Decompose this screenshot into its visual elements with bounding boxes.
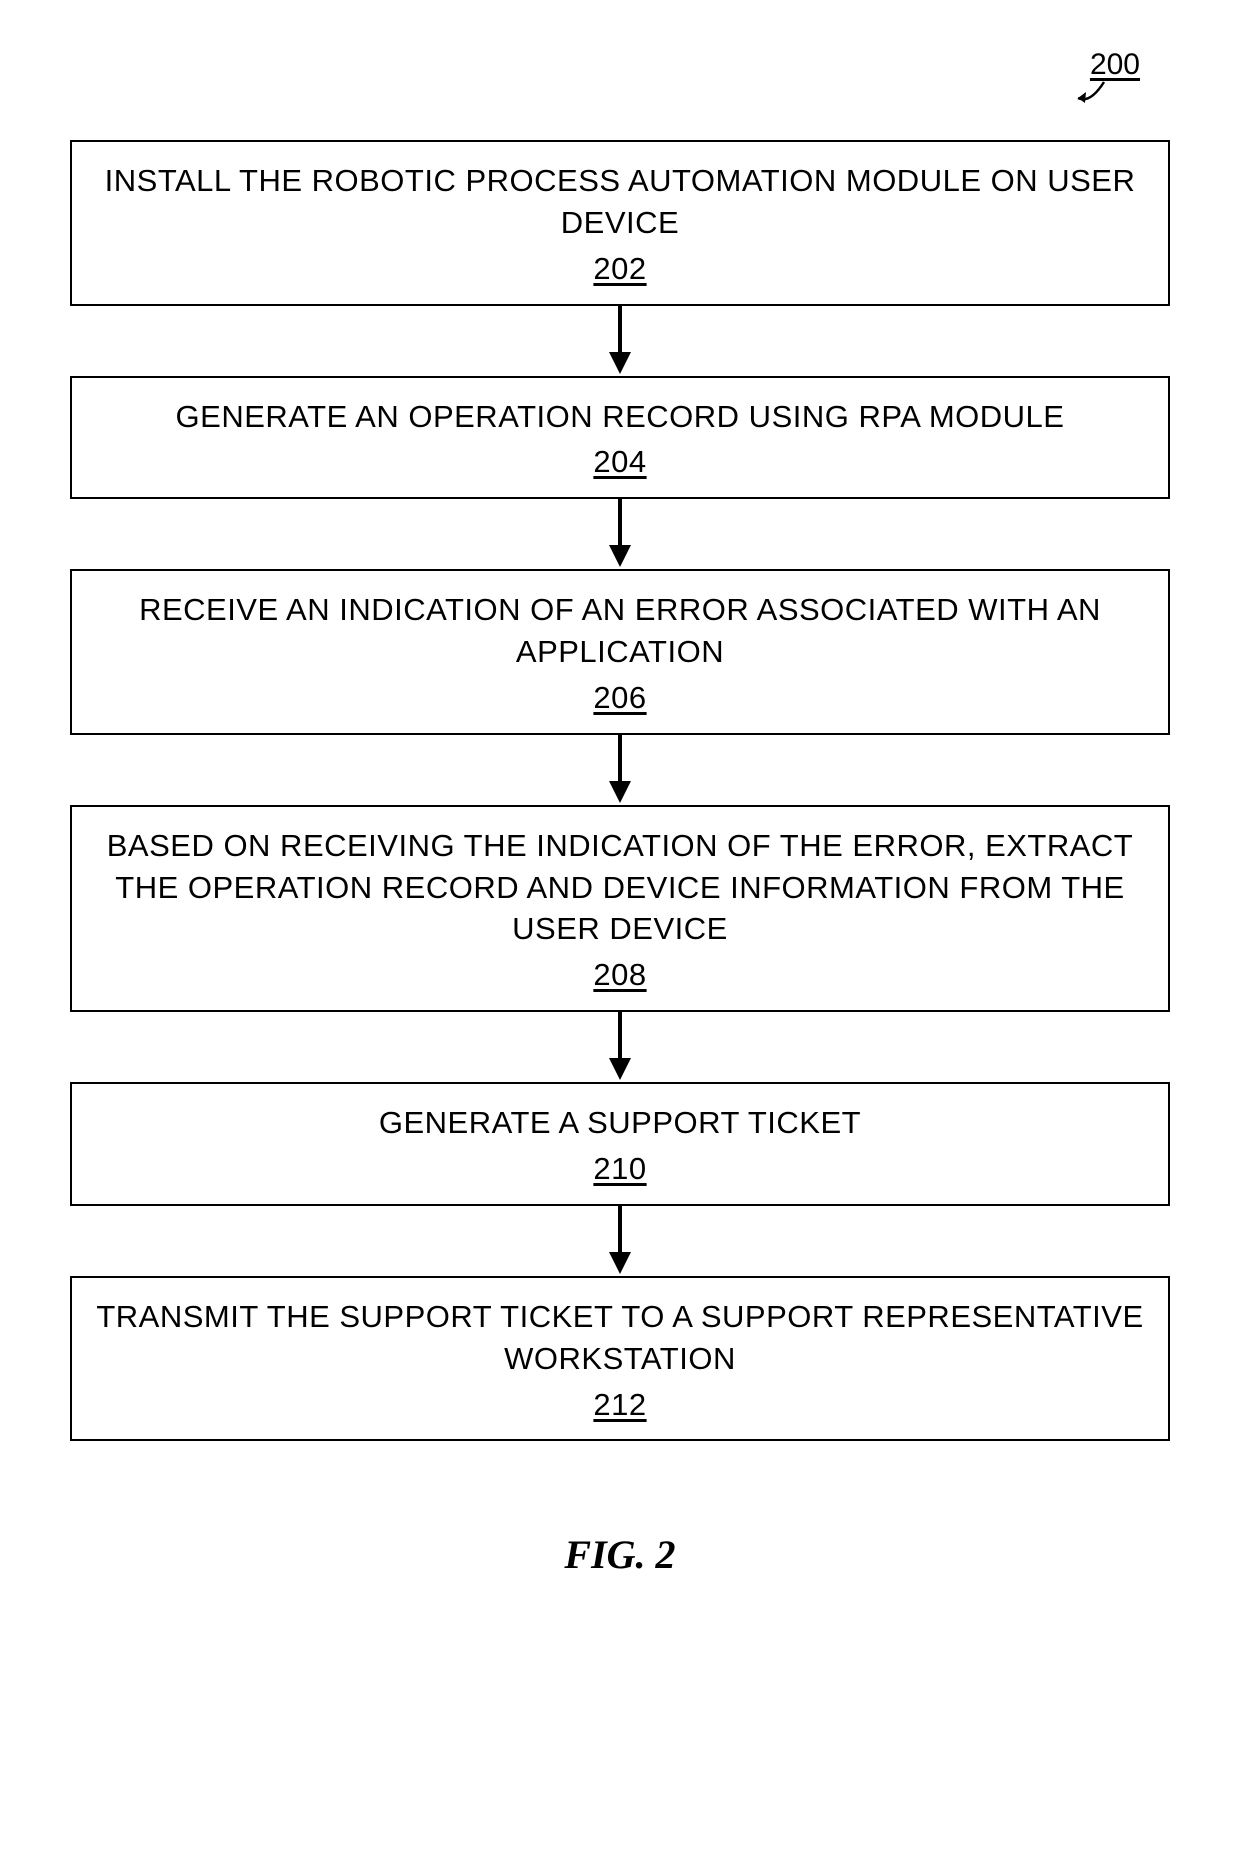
flow-arrow <box>605 735 635 805</box>
step-text: TRANSMIT THE SUPPORT TICKET TO A SUPPORT… <box>92 1296 1148 1380</box>
arrow-down-icon <box>605 735 635 805</box>
flow-step-210: GENERATE A SUPPORT TICKET 210 <box>70 1082 1170 1206</box>
step-text: BASED ON RECEIVING THE INDICATION OF THE… <box>92 825 1148 951</box>
flow-arrow <box>605 499 635 569</box>
arrow-down-icon <box>605 1206 635 1276</box>
flow-step-208: BASED ON RECEIVING THE INDICATION OF THE… <box>70 805 1170 1012</box>
figure-reference-number: 200 <box>1090 48 1140 82</box>
step-number: 210 <box>593 1148 646 1190</box>
arrow-down-icon <box>605 499 635 569</box>
flowchart: INSTALL THE ROBOTIC PROCESS AUTOMATION M… <box>70 140 1170 1441</box>
figure-page: 200 INSTALL THE ROBOTIC PROCESS AUTOMATI… <box>0 0 1240 1857</box>
reference-arrow-icon <box>1070 80 1110 110</box>
step-text: INSTALL THE ROBOTIC PROCESS AUTOMATION M… <box>92 160 1148 244</box>
flow-arrow <box>605 1012 635 1082</box>
step-number: 206 <box>593 677 646 719</box>
arrow-down-icon <box>605 1012 635 1082</box>
step-number: 204 <box>593 441 646 483</box>
flow-step-202: INSTALL THE ROBOTIC PROCESS AUTOMATION M… <box>70 140 1170 306</box>
flow-step-204: GENERATE AN OPERATION RECORD USING RPA M… <box>70 376 1170 500</box>
step-number: 208 <box>593 954 646 996</box>
arrow-down-icon <box>605 306 635 376</box>
step-number: 212 <box>593 1384 646 1426</box>
step-number: 202 <box>593 248 646 290</box>
flow-arrow <box>605 1206 635 1276</box>
flow-step-212: TRANSMIT THE SUPPORT TICKET TO A SUPPORT… <box>70 1276 1170 1442</box>
figure-caption: FIG. 2 <box>0 1531 1240 1578</box>
step-text: GENERATE A SUPPORT TICKET <box>92 1102 1148 1144</box>
flow-step-206: RECEIVE AN INDICATION OF AN ERROR ASSOCI… <box>70 569 1170 735</box>
step-text: GENERATE AN OPERATION RECORD USING RPA M… <box>92 396 1148 438</box>
step-text: RECEIVE AN INDICATION OF AN ERROR ASSOCI… <box>92 589 1148 673</box>
flow-arrow <box>605 306 635 376</box>
